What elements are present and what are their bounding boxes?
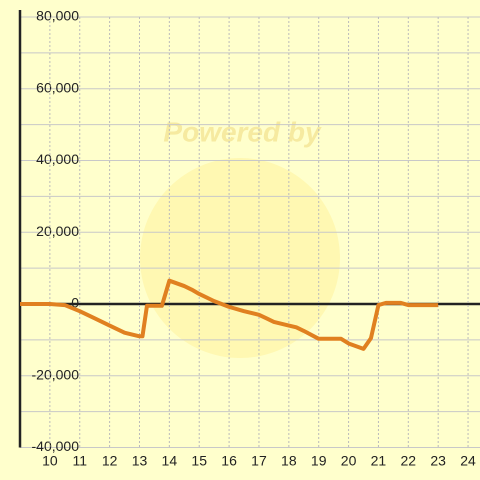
y-tick-label: 0 [71,295,79,311]
x-tick-label: 21 [371,453,387,469]
x-tick-label: 22 [401,453,417,469]
y-tick-label: -40,000 [32,438,80,454]
x-tick-label: 12 [102,453,118,469]
y-tick-label: -20,000 [32,366,80,382]
x-tick-label: 18 [281,453,297,469]
x-tick-label: 24 [460,453,476,469]
x-tick-label: 14 [162,453,178,469]
watermark-logo [140,158,340,358]
y-tick-label: 20,000 [36,223,79,239]
x-tick-label: 23 [430,453,446,469]
y-tick-label: 80,000 [36,8,79,24]
x-tick-label: 17 [251,453,267,469]
y-tick-label: 60,000 [36,79,79,95]
line-series [20,278,439,351]
x-tick-label: 11 [72,453,87,469]
x-tick-label: 10 [42,453,58,469]
x-tick-label: 13 [132,453,148,469]
watermark: Powered by [163,116,322,147]
y-tick-label: 40,000 [36,151,79,167]
x-tick-label: 16 [221,453,237,469]
x-tick-label: 15 [191,453,207,469]
x-tick-label: 20 [341,453,357,469]
x-tick-label: 19 [311,453,327,469]
